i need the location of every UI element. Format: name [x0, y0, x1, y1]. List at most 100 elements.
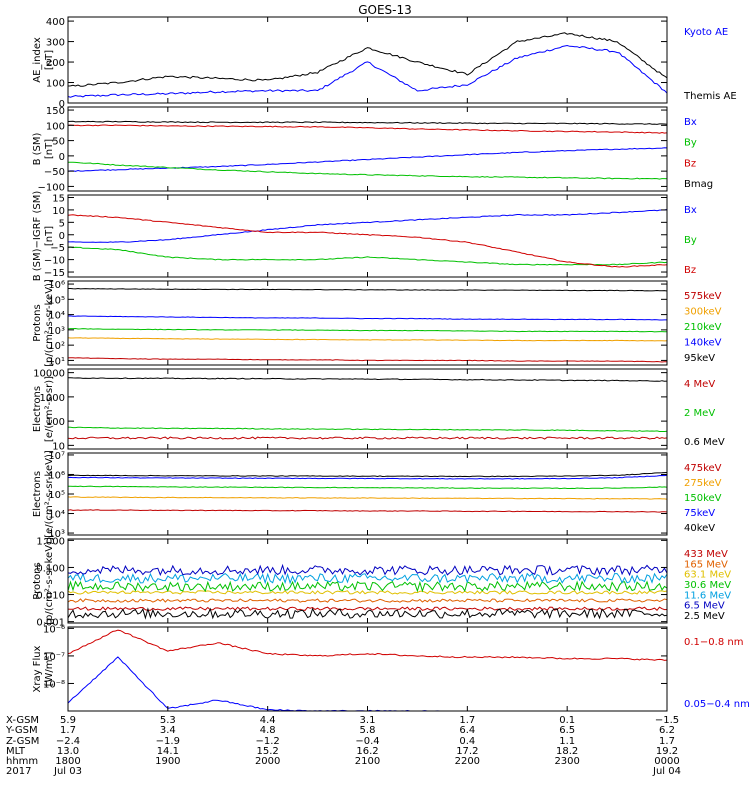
y-tick-label: 300 [46, 38, 65, 49]
plot-title: GOES-13 [358, 3, 412, 17]
legend-entry: 40keV [684, 523, 715, 534]
y-tick-label: 200 [46, 58, 65, 69]
y-tick-label: 10⁷ [48, 451, 65, 462]
x-tick-value: 2000 [255, 756, 280, 767]
series-line-bsm-3 [67, 120, 668, 125]
legend-entry: By [684, 138, 697, 149]
y-tick-label: 10⁻⁶ [43, 624, 65, 635]
legend-entry: 210keV [684, 322, 722, 333]
legend-entry: 75keV [684, 508, 715, 519]
series-line-prot2-6 [67, 607, 668, 620]
x-tick-value: 4.4 [260, 715, 276, 726]
y-tick-label: −5 [50, 243, 65, 254]
panel-frame [67, 452, 668, 536]
series-line-bigrf-0 [68, 209, 668, 243]
y-axis-label: Electrons [32, 471, 43, 517]
legend-entry: 0.05−0.4 nm [684, 699, 750, 710]
series-line-prot2-5 [67, 563, 668, 577]
y-tick-label: 10 [52, 206, 65, 217]
x-tick-value: 5.9 [60, 715, 76, 726]
y-axis-label: [e/(cm²-s-sr-keV)] [44, 450, 55, 538]
y-axis-label: Protons [32, 304, 43, 341]
y-tick-label: 150 [46, 106, 65, 117]
y-axis-label: AE_index [32, 37, 43, 83]
series-line-bigrf-1 [67, 246, 668, 266]
y-tick-label: 0.001 [36, 618, 65, 629]
series-line-xray-1 [67, 656, 667, 712]
x-tick-value: 18.2 [556, 746, 578, 757]
x-tick-value: 1800 [55, 756, 80, 767]
x-tick-value: 3.4 [160, 725, 176, 736]
legend-entry: 475keV [684, 463, 722, 474]
panel-bsm: 150 100 50 0 −50 −100 B (SM) [nT] Bx By Bz Bmag [32, 106, 713, 193]
series-line-bsm-2 [67, 124, 668, 134]
legend-entry: 2 MeV [684, 408, 715, 419]
series-line-ae-0 [67, 44, 668, 98]
series-line-bsm-1 [68, 161, 668, 180]
series-line-prot-1 [67, 337, 668, 342]
y-axis-label: Protons [32, 562, 43, 599]
legend-entry: 275keV [684, 478, 722, 489]
y-tick-label: −50 [44, 167, 65, 178]
x-tick-value: 16.2 [356, 746, 378, 757]
x-tick-value: Jul 03 [53, 766, 82, 777]
x-tick-value: 1.7 [60, 725, 76, 736]
legend-entry: 575keV [684, 291, 722, 302]
legend-entry: 4 MeV [684, 379, 715, 390]
y-tick-label: 0 [59, 152, 65, 163]
y-axis-label: [nT] [44, 50, 55, 70]
series-line-prot2-1 [67, 598, 668, 603]
x-tick-value: 14.1 [157, 746, 179, 757]
series-line-elec2-0 [67, 509, 668, 513]
y-tick-label: 10¹ [48, 356, 65, 367]
series-line-elec2-4 [67, 472, 668, 478]
y-tick-label: 100 [46, 417, 65, 428]
legend-entry: Bz [684, 158, 696, 169]
series-line-ae-1 [67, 32, 668, 87]
x-row-label: Y-GSM [5, 725, 38, 736]
y-axis-label: [e/(cm²-s-sr)] [44, 376, 55, 442]
x-tick-value: 1.1 [559, 736, 575, 747]
series-line-elec1-1 [67, 426, 668, 432]
x-row-label: X-GSM [6, 715, 39, 726]
x-row-label: 2017 [6, 766, 31, 777]
y-tick-label: −10 [44, 256, 65, 267]
x-tick-value: 5.3 [160, 715, 176, 726]
legend-entry: 140keV [684, 338, 722, 349]
x-tick-value: 2200 [455, 756, 480, 767]
series-line-xray-0 [67, 629, 668, 661]
y-axis-label: B (SM)−IGRF (SM) [32, 191, 43, 282]
panel-bigrf: 15 105 0−5 −10−15B (SM)−IGRF (SM) [nT] Bx By Bz [32, 191, 697, 282]
series-line-prot2-3 [67, 580, 668, 593]
y-tick-label: 15 [52, 193, 65, 204]
series-line-bsm-0 [67, 147, 668, 172]
y-tick-label: 10 [52, 441, 65, 452]
series-line-prot-3 [67, 315, 667, 321]
x-row-label: MLT [6, 746, 26, 757]
y-axis-label: [W/m²] [44, 651, 55, 686]
legend-entry: Bx [684, 205, 697, 216]
legend-entry: 0.1−0.8 nm [684, 637, 743, 648]
y-tick-label: −15 [44, 268, 65, 279]
legend-entry: 300keV [684, 307, 722, 318]
x-tick-value: 1.7 [459, 715, 475, 726]
legend-entry: 150keV [684, 493, 722, 504]
y-tick-label: 100 [46, 79, 65, 90]
x-tick-value: −1.2 [256, 736, 280, 747]
y-tick-label: 400 [46, 17, 65, 28]
panel-frame [67, 106, 668, 192]
series-line-elec2-1 [67, 496, 668, 500]
panel-ae: 400 300 200 100 0 AE_index [nT] Kyoto AE Themis … [32, 16, 737, 110]
x-tick-value: 1900 [155, 756, 180, 767]
y-tick-label: 10⁶ [48, 470, 65, 481]
legend-entry: 165 MeV [684, 559, 728, 570]
x-axis-table: X-GSMY-GSMZ-GSMMLThhmm20175.91.7−2.413.0… [5, 715, 681, 777]
series-line-prot-2 [67, 327, 668, 333]
y-tick-label: 0 [59, 99, 65, 110]
series-line-prot2-2 [67, 590, 668, 595]
panel-frame [67, 16, 668, 104]
y-tick-label: 100 [46, 121, 65, 132]
legend-entry: By [684, 235, 697, 246]
x-row-label: Z-GSM [6, 736, 39, 747]
